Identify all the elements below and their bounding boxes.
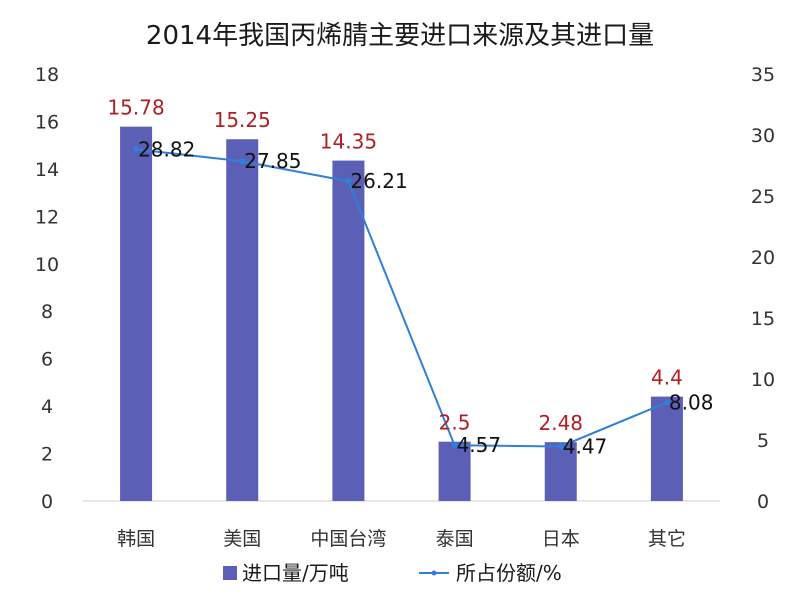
- line-data-labels: 28.82 27.85 26.21 4.57 4.47 8.08: [138, 137, 713, 458]
- bar: [544, 442, 577, 501]
- legend-line-marker: [431, 570, 437, 576]
- right-tick-label: 10: [751, 369, 775, 391]
- bar-data-label: 15.78: [107, 96, 164, 120]
- category-label: 其它: [648, 528, 686, 550]
- right-tick-label: 5: [757, 430, 769, 452]
- line-point: [239, 158, 246, 165]
- line-data-label: 26.21: [350, 169, 407, 193]
- right-axis: 0 5 10 15 20 25 30 35: [751, 64, 775, 513]
- category-label: 美国: [223, 528, 261, 550]
- left-tick-label: 10: [35, 254, 59, 276]
- line-data-label: 8.08: [669, 390, 714, 414]
- line-data-label: 28.82: [138, 137, 195, 161]
- right-tick-label: 30: [751, 125, 775, 147]
- right-tick-label: 20: [751, 247, 775, 269]
- right-tick-label: 25: [751, 186, 775, 208]
- left-tick-label: 8: [41, 301, 53, 323]
- legend-bar-label: 进口量/万吨: [242, 561, 349, 585]
- bar-data-labels: 15.78 15.25 14.35 2.5 2.48 4.4: [107, 96, 682, 436]
- left-tick-label: 12: [35, 206, 59, 228]
- left-tick-label: 18: [35, 64, 59, 86]
- line-data-label: 27.85: [244, 149, 301, 173]
- line-point: [345, 178, 352, 185]
- left-axis: 0 2 4 6 8 10 12 14 16 18: [35, 64, 59, 513]
- line-point: [557, 443, 564, 450]
- line-point: [451, 442, 458, 449]
- category-label: 中国台湾: [310, 528, 386, 550]
- right-tick-label: 0: [757, 491, 769, 513]
- line-series: [133, 146, 670, 450]
- bar-data-label: 2.48: [538, 411, 583, 435]
- right-tick-label: 15: [751, 308, 775, 330]
- right-tick-label: 35: [751, 64, 775, 86]
- left-tick-label: 4: [41, 396, 53, 418]
- bar-data-label: 2.5: [439, 411, 471, 435]
- category-labels: 韩国 美国 中国台湾 泰国 日本 其它: [117, 528, 686, 550]
- bar: [120, 126, 153, 501]
- left-tick-label: 2: [41, 444, 53, 466]
- bar: [650, 396, 683, 501]
- bar-data-label: 14.35: [320, 130, 377, 154]
- legend-line-label: 所占份额/%: [456, 561, 562, 585]
- bar: [332, 160, 365, 501]
- left-tick-label: 14: [35, 159, 59, 181]
- left-tick-label: 6: [41, 349, 53, 371]
- left-tick-label: 16: [35, 111, 59, 133]
- line-point: [663, 399, 670, 406]
- bar-series: [120, 126, 683, 501]
- line-data-label: 4.57: [457, 433, 502, 457]
- chart-title: 2014年我国丙烯腈主要进口来源及其进口量: [146, 21, 654, 51]
- share-line: [135, 148, 668, 448]
- legend: 进口量/万吨 所占份额/%: [223, 561, 562, 585]
- bar-data-label: 15.25: [214, 108, 271, 132]
- line-data-label: 4.47: [563, 434, 608, 458]
- line-point: [133, 146, 140, 153]
- category-label: 韩国: [117, 528, 155, 550]
- bar: [438, 441, 471, 501]
- legend-bar-swatch: [223, 566, 237, 580]
- bar-data-label: 4.4: [651, 366, 683, 390]
- left-tick-label: 0: [41, 491, 53, 513]
- bar: [226, 139, 259, 501]
- category-label: 日本: [542, 528, 580, 550]
- category-label: 泰国: [436, 528, 474, 550]
